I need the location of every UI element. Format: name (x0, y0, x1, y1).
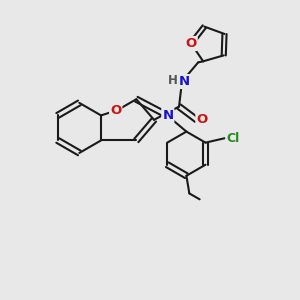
Text: H: H (168, 74, 178, 87)
Text: O: O (185, 37, 197, 50)
Text: O: O (196, 113, 208, 126)
Text: O: O (110, 104, 122, 117)
Text: N: N (162, 109, 173, 122)
Text: N: N (179, 75, 190, 88)
Text: Cl: Cl (226, 132, 239, 145)
